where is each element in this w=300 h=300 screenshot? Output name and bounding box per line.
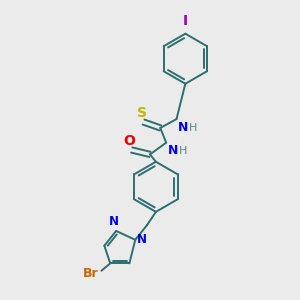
Text: H: H (189, 123, 197, 133)
Text: H: H (178, 146, 187, 156)
Text: Br: Br (83, 267, 99, 280)
Text: S: S (137, 106, 147, 120)
Text: N: N (178, 121, 188, 134)
Text: I: I (183, 14, 188, 28)
Text: N: N (137, 233, 147, 246)
Text: N: N (168, 144, 178, 157)
Text: N: N (109, 215, 119, 228)
Text: O: O (124, 134, 135, 148)
